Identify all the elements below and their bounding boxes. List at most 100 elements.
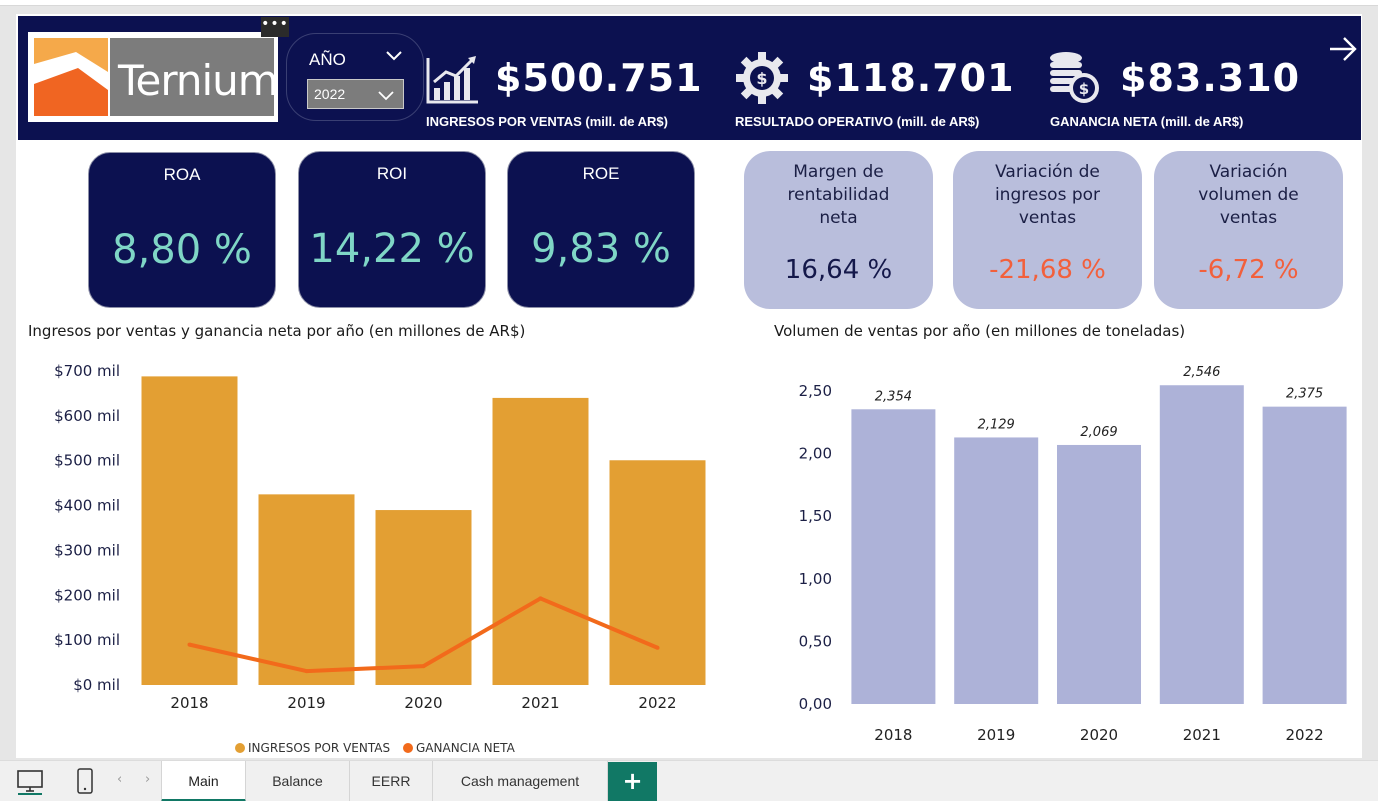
margen-value: 16,64 %: [784, 255, 893, 285]
ingresos-bar: [258, 494, 355, 685]
y-tick-label: $500 mil: [54, 452, 120, 470]
year-slicer-label: AÑO: [309, 50, 346, 69]
kpi-ingresos-caption: INGRESOS POR VENTAS (mill. de AR$): [426, 114, 668, 129]
y-tick-label: 0,00: [799, 695, 832, 713]
variacion-ingresos-title: Variación de ingresos por ventas: [994, 162, 1101, 228]
ganancia-point: [187, 642, 192, 647]
tab-balance[interactable]: Balance: [246, 761, 350, 801]
ingresos-bar: [609, 460, 706, 685]
volumen-bar: [1159, 385, 1244, 704]
data-label: 2,354: [875, 389, 912, 404]
x-tick-label: 2019: [287, 694, 325, 712]
ganancia-point: [304, 669, 309, 674]
variacion-ingresos-value: -21,68 %: [989, 255, 1106, 285]
roa-card: ROA 8,80 %: [88, 152, 276, 308]
chevron-down-icon[interactable]: [385, 46, 403, 64]
data-label: 2,375: [1286, 387, 1323, 402]
report-canvas: Ternium AÑO 2022 $500.751: [16, 14, 1362, 758]
data-label: 2,129: [978, 417, 1015, 432]
arrow-right-icon[interactable]: [1328, 34, 1358, 64]
variacion-ingresos-card: Variación de ingresos por ventas -21,68 …: [953, 151, 1142, 309]
roa-value: 8,80 %: [112, 227, 252, 273]
roe-value: 9,83 %: [531, 226, 671, 272]
x-tick-label: 2018: [170, 694, 208, 712]
ingresos-bar: [375, 510, 472, 685]
roi-card: ROI 14,22 %: [298, 151, 486, 308]
y-tick-label: $200 mil: [54, 586, 120, 604]
volumen-bar: [1057, 444, 1141, 704]
chevron-right-icon[interactable]: ›: [145, 772, 151, 787]
kpi-ingresos-value: $500.751: [495, 56, 703, 100]
legend-ingresos-label: INGRESOS POR VENTAS: [248, 741, 390, 754]
chart-volumen-title: Volumen de ventas por año (en millones d…: [774, 322, 1186, 340]
more-options-button[interactable]: •••: [261, 17, 289, 37]
x-tick-label: 2020: [1080, 726, 1118, 744]
variacion-volumen-value: -6,72 %: [1198, 255, 1299, 285]
legend-ganancia-marker: [403, 743, 413, 753]
roe-title: ROE: [582, 164, 620, 183]
gear-dollar-icon: $: [736, 52, 788, 104]
y-tick-label: $700 mil: [54, 362, 120, 380]
roi-title: ROI: [376, 164, 408, 183]
y-tick-label: $600 mil: [54, 407, 120, 425]
ganancia-point: [421, 664, 426, 669]
roe-card: ROE 9,83 %: [507, 151, 695, 308]
coins-dollar-icon: $: [1050, 52, 1099, 103]
bar-chart-growth-icon: [426, 56, 478, 104]
y-tick-label: $100 mil: [54, 631, 120, 649]
y-tick-label: $0 mil: [73, 676, 120, 694]
ganancia-point: [538, 596, 543, 601]
y-tick-label: 1,50: [799, 507, 832, 525]
legend-ganancia-label: GANANCIA NETA: [416, 741, 516, 754]
roa-title: ROA: [163, 165, 201, 184]
kpi-resultado-caption: RESULTADO OPERATIVO (mill. de AR$): [735, 114, 980, 129]
ingresos-bar: [492, 397, 589, 685]
year-dropdown-value: 2022: [314, 86, 346, 102]
add-page-button[interactable]: +: [608, 762, 657, 801]
tab-eerr[interactable]: EERR: [350, 761, 433, 801]
header-band: Ternium AÑO 2022 $500.751: [18, 16, 1361, 140]
y-tick-label: 2,00: [799, 445, 832, 463]
tab-cash-management[interactable]: Cash management: [433, 761, 608, 801]
svg-text:$: $: [756, 69, 767, 88]
volumen-ventas-chart[interactable]: 0,00 0,50 1,00 1,50 2,00 2,50 2,354 2018 2,129 20…: [776, 344, 1356, 744]
x-tick-label: 2022: [1286, 726, 1324, 744]
x-tick-label: 2020: [404, 694, 442, 712]
margen-title: Margen de rentabilidad neta: [787, 162, 890, 228]
variacion-volumen-card: Variación volumen de ventas -6,72 %: [1154, 151, 1343, 309]
logo-text: Ternium: [118, 56, 279, 105]
volumen-bar: [954, 437, 1039, 704]
year-slicer[interactable]: AÑO 2022: [286, 33, 424, 121]
x-tick-label: 2021: [1183, 726, 1221, 744]
roi-value: 14,22 %: [309, 226, 475, 272]
variacion-volumen-title: Variación volumen de ventas: [1198, 162, 1299, 228]
chart-ingresos-title: Ingresos por ventas y ganancia neta por …: [28, 322, 526, 340]
margen-card: Margen de rentabilidad neta 16,64 %: [744, 151, 933, 309]
svg-text:$: $: [1079, 80, 1089, 98]
logo-mark-icon: [34, 38, 108, 116]
top-strip: [0, 0, 1378, 6]
mobile-view-icon[interactable]: [76, 767, 94, 795]
page-tab-bar: ‹ › Main Balance EERR Cash management +: [0, 760, 1378, 801]
volumen-bar: [1262, 406, 1347, 704]
kpi-ganancia-caption: GANANCIA NETA (mill. de AR$): [1050, 114, 1244, 129]
ingresos-bar: [141, 376, 238, 685]
tab-main[interactable]: Main: [161, 761, 246, 801]
ganancia-point: [655, 645, 660, 650]
data-label: 2,546: [1183, 365, 1220, 380]
ternium-logo: Ternium: [28, 32, 279, 122]
kpi-ganancia-value: $83.310: [1120, 56, 1301, 100]
desktop-view-icon[interactable]: [16, 769, 44, 795]
volumen-bar: [851, 409, 936, 704]
ingresos-ganancia-chart[interactable]: $0 mil $100 mil $200 mil $300 mil $400 mil $5…: [16, 344, 736, 754]
chevron-down-icon: [378, 91, 394, 101]
y-tick-label: 1,00: [799, 570, 832, 588]
y-tick-label: 2,50: [799, 382, 832, 400]
x-tick-label: 2022: [638, 694, 676, 712]
x-tick-label: 2019: [977, 726, 1015, 744]
x-tick-label: 2021: [521, 694, 559, 712]
chevron-left-icon[interactable]: ‹: [117, 772, 123, 787]
year-dropdown[interactable]: 2022: [307, 79, 404, 109]
logo-wordmark-box: Ternium: [110, 38, 279, 116]
y-tick-label: 0,50: [799, 632, 832, 650]
